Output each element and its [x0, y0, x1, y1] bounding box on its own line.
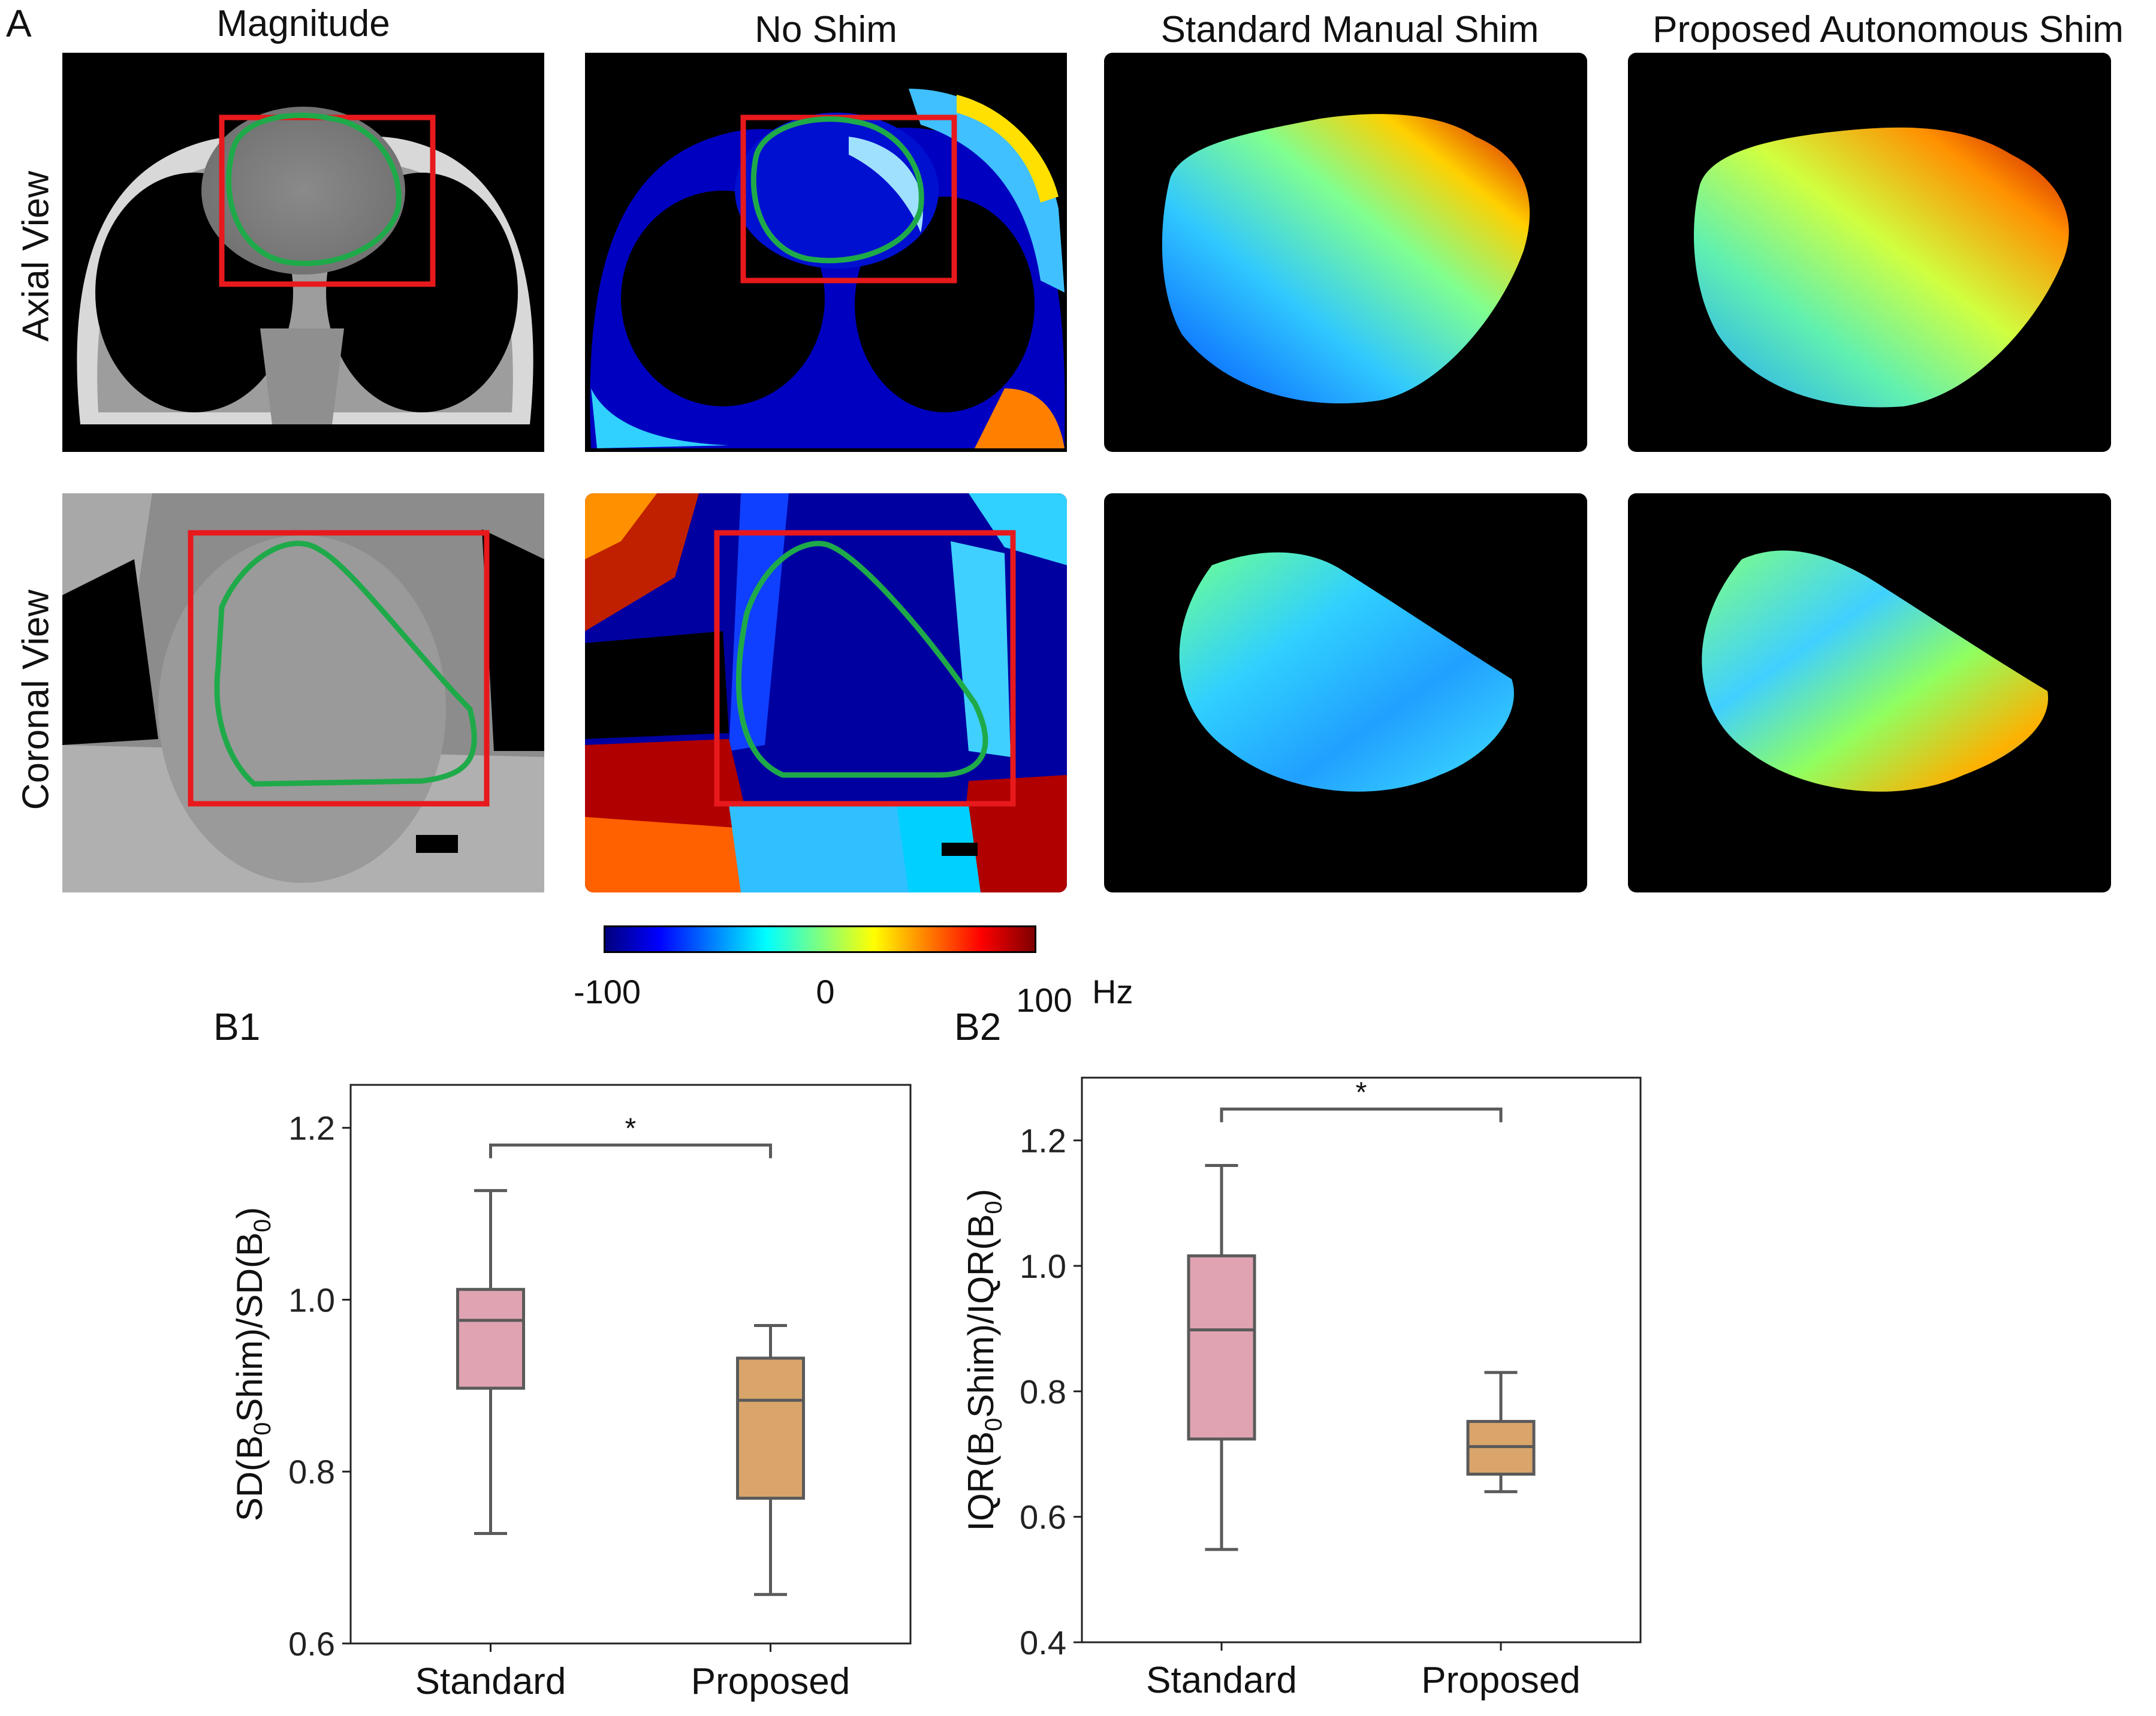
- colorbar-unit: Hz: [1092, 973, 1133, 1011]
- heart-contour: [226, 112, 402, 266]
- colorbar-min-label: -100: [573, 973, 641, 1011]
- axial-magnitude-image: [62, 53, 544, 452]
- colorbar: [604, 925, 1036, 953]
- x-tick-label: Autonomous: [1397, 1711, 1605, 1716]
- roi-box: [740, 114, 957, 284]
- panel-a-label: A: [6, 2, 32, 45]
- y-axis-label: IQR(B0Shim)/IQR(B0): [961, 1189, 1007, 1531]
- x-tick-label: Manual: [1160, 1711, 1282, 1716]
- y-axis-label: SD(B0Shim)/SD(B0): [230, 1207, 276, 1522]
- heart-contour: [736, 541, 988, 778]
- coronal-standard-manual-shim-fieldmap: [1104, 493, 1587, 892]
- y-tick-label: 0.8: [1020, 1373, 1066, 1410]
- box: [456, 1287, 525, 1390]
- row-label-coronal-view: Coronal View: [15, 589, 57, 810]
- significance-label: *: [625, 1112, 637, 1144]
- box: [736, 1356, 805, 1500]
- column-title-no-shim: No Shim: [755, 9, 897, 50]
- coronal-no-shim-fieldmap: [585, 493, 1067, 892]
- plot-frame: [1081, 1076, 1642, 1643]
- x-tick-label: Proposed: [691, 1661, 850, 1702]
- colorbar-max-label: 100: [1016, 981, 1072, 1019]
- roi-box: [188, 530, 490, 807]
- y-tick-label: 1.2: [1020, 1122, 1066, 1160]
- x-tick-label: Standard: [1146, 1660, 1297, 1701]
- axial-standard-manual-shim-fieldmap: [1104, 53, 1587, 452]
- coronal-proposed-autonomous-shim-fieldmap: [1628, 493, 2111, 892]
- y-tick-label: 0.8: [288, 1453, 335, 1491]
- y-tick-label: 1.0: [288, 1281, 335, 1319]
- column-title-proposed-autonomous-shim: Proposed Autonomous Shim: [1653, 9, 2124, 50]
- heart-contour: [750, 116, 924, 264]
- x-tick-label: Manual: [430, 1712, 551, 1716]
- colorbar-mid-label: 0: [816, 973, 835, 1011]
- box: [1187, 1254, 1256, 1441]
- panel-b1-label: B1: [213, 1005, 261, 1048]
- y-tick-label: 0.6: [1020, 1498, 1066, 1536]
- column-title-standard-manual-shim: Standard Manual Shim: [1160, 9, 1539, 50]
- heart-contour: [214, 541, 477, 787]
- significance-label: *: [1356, 1076, 1367, 1108]
- boxplot-b2: 0.4 0.6 0.8 1.0 1.2 IQR(B0Shim)/IQR(B0) Standa…: [961, 1076, 1642, 1716]
- axial-proposed-autonomous-shim-fieldmap: [1628, 53, 2111, 452]
- column-title-magnitude: Magnitude: [216, 3, 390, 44]
- roi-box: [714, 530, 1016, 807]
- y-tick-label: 1.0: [1020, 1247, 1066, 1285]
- plot-frame: [349, 1084, 912, 1645]
- x-tick-label: Proposed: [1421, 1660, 1580, 1701]
- panel-b2-label: B2: [954, 1005, 1002, 1048]
- y-tick-label: 1.2: [288, 1109, 335, 1147]
- significance-bracket: [1220, 1107, 1503, 1123]
- row-label-axial-view: Axial View: [15, 171, 57, 342]
- y-tick-label: 0.6: [288, 1625, 335, 1663]
- boxplot-b1: 0.6 0.8 1.0 1.2 SD(B0Shim)/SD(B0) Standard Man…: [230, 1084, 912, 1716]
- coronal-magnitude-image: [62, 493, 544, 892]
- y-tick-label: 0.4: [1020, 1624, 1066, 1661]
- x-tick-label: Standard: [415, 1661, 566, 1702]
- significance-bracket: [489, 1143, 772, 1159]
- axial-no-shim-fieldmap: [585, 53, 1067, 452]
- x-tick-label: Autonomous: [666, 1712, 875, 1716]
